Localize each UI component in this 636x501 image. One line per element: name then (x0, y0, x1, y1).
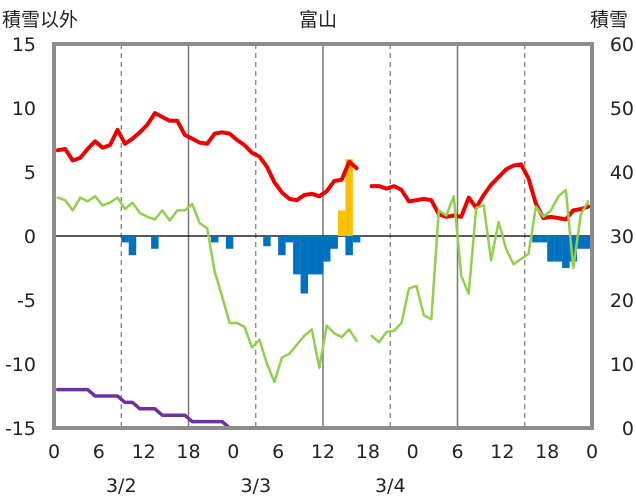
bar-positive (337, 210, 346, 236)
bar-negative (345, 236, 353, 256)
bar-negative (323, 236, 331, 262)
left-tick-label: 5 (24, 162, 36, 184)
bar-negative (278, 236, 286, 256)
bar-negative (225, 236, 234, 249)
x-tick-label: 12 (490, 441, 514, 463)
x-tick-label: 0 (227, 441, 239, 463)
right-tick-label: 10 (610, 354, 634, 376)
bar-negative (352, 236, 361, 243)
bar-negative (539, 236, 548, 243)
bar-negative (569, 236, 578, 262)
bar-negative (128, 236, 137, 256)
bar-negative (210, 236, 219, 243)
bar-negative (300, 236, 309, 294)
left-tick-labels: 15 10 5 0 -5 -10 -15 (5, 34, 36, 440)
left-tick-label: 0 (24, 226, 36, 248)
x-tick-label: 18 (176, 441, 200, 463)
bar-negative (532, 236, 540, 243)
right-axis-label: 積雪 (590, 9, 628, 31)
bar-negative (330, 236, 338, 249)
bar-negative (285, 236, 294, 243)
right-tick-label: 40 (610, 162, 634, 184)
x-tick-label: 18 (535, 441, 559, 463)
bar-negative (308, 236, 316, 275)
chart-title: 富山 (299, 9, 337, 31)
bar-negative (315, 236, 323, 275)
x-tick-label: 12 (311, 441, 335, 463)
x-tick-label: 6 (451, 441, 463, 463)
right-tick-label: 60 (610, 34, 634, 56)
bar-negative (151, 236, 159, 249)
left-tick-label: 10 (12, 98, 36, 120)
right-tick-label: 30 (610, 226, 634, 248)
bar-negative (263, 236, 271, 247)
bar-negative (584, 236, 592, 249)
left-tick-label: -15 (5, 418, 36, 440)
x-tick-label: 12 (132, 441, 156, 463)
series-line-2 (56, 188, 590, 384)
bars-group (121, 159, 592, 294)
right-tick-label: 50 (610, 98, 634, 120)
left-tick-label: -10 (5, 354, 36, 376)
bar-negative (547, 236, 555, 262)
series-line-1 (55, 111, 591, 222)
x-tick-label: 0 (586, 441, 598, 463)
x-tick-label: 6 (93, 441, 105, 463)
bar-negative (293, 236, 301, 275)
x-tick-label: 0 (48, 441, 60, 463)
x-tick-label: 0 (407, 441, 419, 463)
bar-negative (562, 236, 570, 268)
bar-negative (577, 236, 585, 249)
right-tick-labels: 60 50 40 30 20 10 0 (610, 34, 634, 440)
left-tick-label: -5 (17, 290, 36, 312)
x-tick-label: 6 (272, 441, 284, 463)
bar-negative (554, 236, 563, 262)
left-axis-label: 積雪以外 (2, 9, 78, 31)
left-tick-label: 15 (12, 34, 36, 56)
bar-positive (345, 159, 353, 236)
plot-frame (52, 42, 594, 430)
right-tick-label: 20 (610, 290, 634, 312)
day-label: 3/4 (375, 475, 406, 497)
day-labels: 3/2 3/3 3/4 (106, 475, 406, 497)
bar-negative (121, 236, 129, 243)
x-tick-labels: 0 6 12 18 0 6 12 18 0 6 12 18 0 (48, 441, 598, 463)
day-label: 3/2 (106, 475, 137, 497)
right-tick-label: 0 (622, 418, 634, 440)
day-label: 3/3 (240, 475, 271, 497)
x-tick-label: 18 (356, 441, 380, 463)
